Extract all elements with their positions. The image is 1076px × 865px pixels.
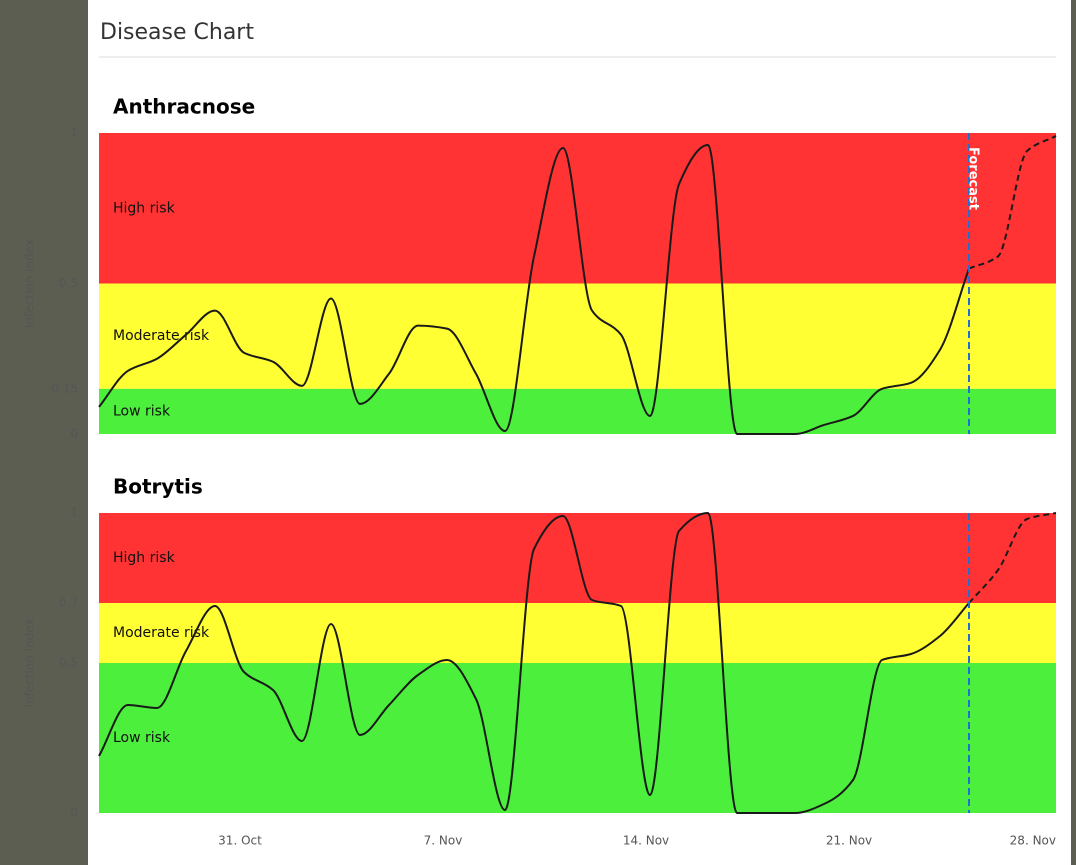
band-label: High risk xyxy=(113,550,176,566)
x-tick-label: 14. Nov xyxy=(623,834,669,848)
y-tick-label: 1 xyxy=(70,506,78,520)
y-tick-label: 1 xyxy=(70,126,78,140)
band-label: High risk xyxy=(113,200,176,216)
x-tick-label: 31. Oct xyxy=(218,834,262,848)
page: Disease Chart Anthracnose High risk Modera… xyxy=(0,0,1076,865)
screen: Disease Chart Anthracnose High risk Modera… xyxy=(0,0,1076,865)
x-tick-label: 7. Nov xyxy=(424,834,463,848)
y-axis-label: Infection index xyxy=(23,619,37,708)
y-tick-label: 0.5 xyxy=(59,656,78,670)
chart-title: Anthracnose xyxy=(113,95,255,119)
risk-band xyxy=(99,133,1056,284)
y-tick-label: 0.7 xyxy=(59,596,78,610)
y-axis-label: Infection index xyxy=(23,239,37,328)
band-label: Moderate risk xyxy=(113,328,210,344)
y-tick-label: 0 xyxy=(70,806,78,820)
risk-band xyxy=(99,284,1056,389)
x-tick-label: 21. Nov xyxy=(826,834,872,848)
chart-title: Botrytis xyxy=(113,475,203,499)
y-tick-label: 0 xyxy=(70,427,78,441)
y-tick-label: 0.15 xyxy=(51,381,78,395)
x-tick-label: 28. Nov xyxy=(1010,834,1056,848)
y-tick-label: 0.5 xyxy=(59,276,78,290)
forecast-label: Forecast xyxy=(966,147,981,210)
risk-band xyxy=(99,389,1056,434)
risk-band xyxy=(99,663,1056,813)
band-label: Low risk xyxy=(113,403,171,419)
band-label: Low risk xyxy=(113,730,171,746)
page-title: Disease Chart xyxy=(100,20,254,45)
